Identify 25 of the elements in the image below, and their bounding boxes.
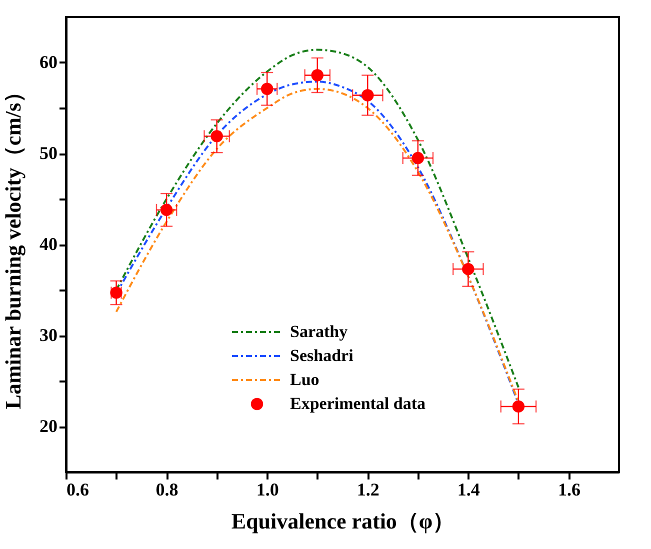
x-tick-label: 1.6 [558, 480, 580, 500]
legend-label: Sarathy [290, 322, 348, 341]
legend-label: Seshadri [290, 346, 354, 365]
point [512, 400, 525, 413]
point [260, 82, 274, 95]
legend-label: Experimental data [290, 394, 426, 413]
y-axis-title: Laminar burning velocity（cm/s） [0, 80, 26, 410]
point [210, 130, 223, 142]
y-tick-label: 40 [40, 234, 58, 254]
point [412, 152, 424, 164]
legend-label: Luo [290, 370, 320, 389]
y-tick-label: 60 [40, 52, 58, 72]
point [462, 262, 474, 276]
y-tick-label: 50 [40, 143, 58, 163]
x-tick-label: 0.8 [156, 480, 178, 500]
point [160, 204, 173, 216]
y-tick-label: 30 [40, 325, 58, 345]
point [362, 89, 374, 102]
x-tick-label: 0.6 [66, 480, 89, 500]
x-tick-label: 1.4 [457, 480, 480, 500]
y-tick-label: 20 [40, 416, 58, 436]
x-axis-title: Equivalence ratio（φ） [231, 508, 455, 534]
x-tick-label: 1.0 [256, 480, 279, 500]
point [311, 69, 324, 82]
x-tick-label: 1.2 [356, 480, 380, 500]
